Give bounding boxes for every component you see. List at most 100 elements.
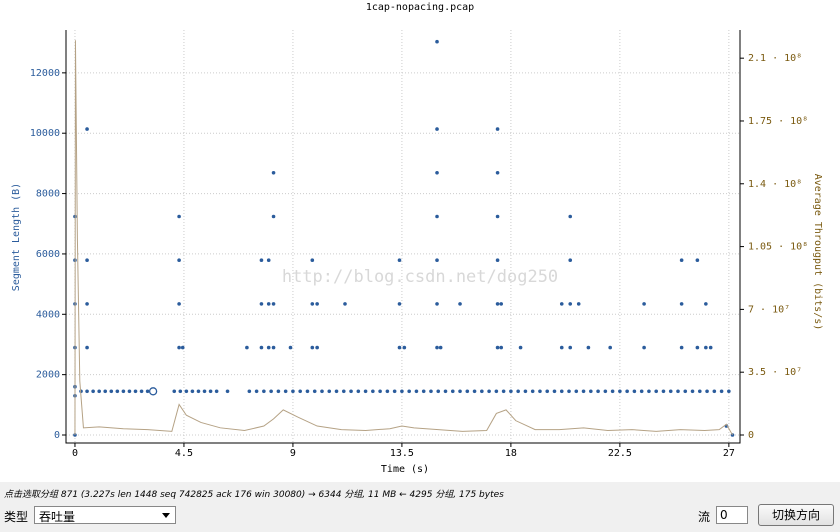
data-point [85,258,89,263]
data-point [266,345,271,350]
data-point [103,389,108,394]
data-point [435,39,439,44]
axis-frame [65,30,741,444]
data-point [581,389,586,394]
data-point [642,345,646,350]
data-point [639,389,644,394]
data-point [545,389,550,394]
data-point [690,389,695,394]
data-point [196,389,201,394]
y2-tick-label: 2.1 · 10⁸ [748,53,802,64]
data-point [305,389,310,394]
y-tick-label: 10000 [30,128,60,139]
chart: 1cap-nopacing.pcap Time (s) Segment Leng… [0,0,840,482]
data-point [495,214,500,219]
data-point [450,389,455,394]
y-tick-label: 2000 [36,370,60,381]
data-point [259,345,264,350]
data-point [435,171,439,175]
data-point [435,214,439,219]
data-point [530,389,535,394]
data-point [276,389,281,394]
data-point [208,389,213,394]
data-point [356,389,361,394]
data-point [523,389,528,394]
y2-axis-label: Average Througput (bits/s) [812,174,823,331]
data-point [679,345,684,350]
data-point [214,389,219,394]
data-point [385,389,390,394]
data-point [695,345,700,350]
data-point [288,345,293,350]
type-select[interactable]: 吞吐量 [34,506,176,524]
data-point [679,302,684,306]
data-point [654,389,659,394]
data-point [407,389,411,394]
data-point [499,302,504,306]
data-point [177,214,181,219]
data-point [603,389,608,394]
data-point [85,345,89,350]
data-point [705,389,709,394]
data-point [596,389,600,394]
data-point [397,345,402,350]
watermark: http://blog.csdn.net/dog250 [282,267,558,287]
y-tick-label: 12000 [30,68,60,79]
y-axis-label: Segment Length (B) [11,183,22,291]
stream-spinbox[interactable]: 0 [716,506,748,524]
data-point [177,345,181,350]
y-tick-label: 4000 [36,309,60,320]
data-point [625,389,629,394]
data-point [704,302,708,306]
data-point [480,389,484,394]
throughput-line [74,40,733,436]
y2-tick-label: 1.4 · 10⁸ [748,179,802,190]
data-point [586,345,591,350]
x-tick-label: 18 [505,448,517,459]
data-point [262,389,266,394]
data-point [109,389,114,394]
y2-tick-label: 1.05 · 10⁸ [748,242,808,253]
data-point [254,389,259,394]
data-point [266,258,271,263]
data-point [661,389,666,394]
data-point [85,302,89,306]
y-tick-label: 8000 [36,189,60,200]
data-point [271,214,276,219]
data-point [225,389,230,394]
data-point [438,345,443,350]
data-point [487,389,491,394]
data-point [202,389,207,394]
data-point [708,345,713,350]
data-point [266,302,271,306]
data-point [567,389,571,394]
data-point [172,389,177,394]
data-point [414,389,419,394]
data-point [632,389,637,394]
data-point [269,389,273,394]
data-point [127,389,132,394]
y2-tick-label: 7 · 10⁷ [748,304,790,315]
data-point [436,389,441,394]
data-point [668,389,673,394]
x-axis-label: Time (s) [381,464,429,475]
data-point [576,302,581,306]
data-point [495,345,500,350]
data-point [695,258,700,263]
data-point [349,389,353,394]
data-point [647,389,651,394]
data-point [392,389,397,394]
data-point [679,258,684,263]
data-point [402,345,407,350]
data-point [568,302,573,306]
data-point [538,389,542,394]
x-tick-label: 13.5 [390,448,414,459]
data-point [245,345,249,350]
switch-direction-button[interactable]: 切换方向 [758,504,834,526]
data-point [499,345,504,350]
data-point [259,302,264,306]
data-point [559,389,564,394]
x-tick-label: 4.5 [175,448,193,459]
data-point [509,389,513,394]
